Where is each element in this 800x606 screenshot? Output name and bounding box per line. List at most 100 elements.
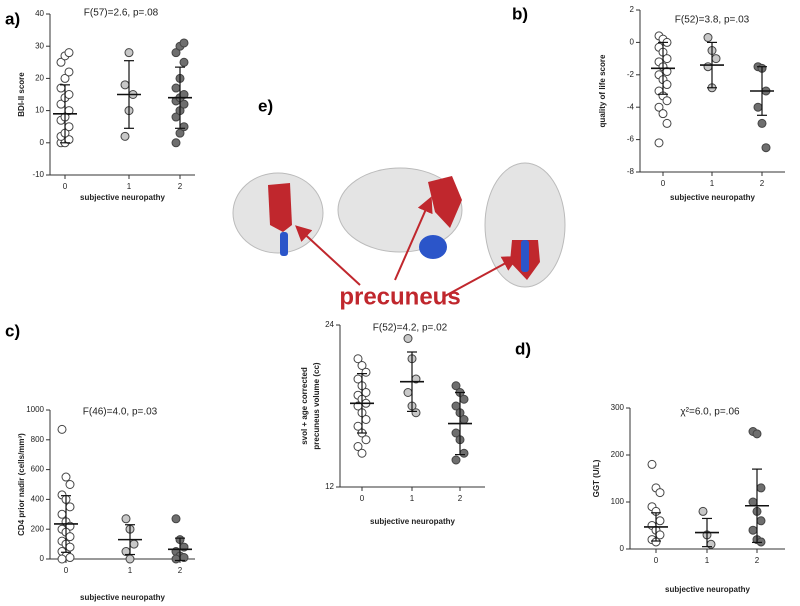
x-tick-label: 1	[705, 556, 710, 565]
x-axis-label: subjective neuropathy	[80, 193, 165, 202]
x-tick-label: 2	[178, 182, 183, 191]
data-point	[757, 118, 767, 128]
data-point	[411, 408, 421, 418]
chart-title: F(52)=3.8, p=.03	[675, 15, 750, 26]
data-point	[357, 361, 367, 370]
x-axis-label: subjective neuropathy	[670, 193, 755, 202]
blue-front	[280, 232, 288, 256]
y-axis-label: BDI-II score	[17, 72, 26, 117]
data-point	[65, 553, 75, 563]
data-point	[459, 448, 469, 458]
data-point	[179, 38, 189, 48]
data-point	[353, 354, 363, 364]
data-point	[65, 542, 75, 552]
data-point	[60, 73, 70, 83]
data-point	[655, 516, 665, 526]
y-axis-label: svol + age corrected	[300, 367, 309, 445]
x-tick-label: 0	[661, 179, 666, 188]
blue-top	[521, 240, 529, 272]
data-point	[175, 128, 185, 138]
data-point	[361, 435, 371, 445]
data-point	[662, 96, 672, 106]
data-point	[56, 57, 66, 67]
data-point	[121, 514, 131, 524]
panel-label: b)	[512, 4, 528, 23]
y-tick-label: 20	[35, 74, 44, 83]
data-point	[125, 554, 135, 564]
y-tick-label: 0	[40, 554, 45, 563]
data-point	[658, 109, 668, 119]
y-tick-label: 2	[630, 5, 635, 14]
y-tick-label: 800	[31, 435, 45, 444]
data-point	[761, 143, 771, 153]
brain-label: precuneus	[339, 283, 460, 310]
panel-label: e)	[258, 96, 273, 115]
data-point	[361, 415, 371, 424]
data-point	[459, 394, 469, 404]
data-point	[57, 554, 67, 564]
y-tick-label: 40	[35, 9, 44, 18]
data-point	[756, 516, 766, 526]
y-axis-label: CD4 prior nadir (cells/mm³)	[17, 433, 26, 536]
data-point	[403, 388, 413, 397]
y-tick-label: 400	[31, 495, 45, 504]
panel-label: a)	[5, 9, 20, 28]
y-tick-label: 600	[31, 465, 45, 474]
data-point	[129, 539, 139, 549]
data-point	[65, 502, 75, 512]
panel-label: d)	[515, 339, 531, 358]
brain-top	[484, 162, 566, 288]
data-point	[459, 415, 469, 424]
data-point	[403, 334, 413, 343]
data-point	[655, 488, 665, 498]
y-tick-label: 12	[325, 482, 334, 491]
data-point	[662, 118, 672, 128]
data-point	[171, 138, 181, 148]
x-tick-label: 2	[458, 494, 463, 503]
y-tick-label: 200	[31, 524, 45, 533]
x-tick-label: 0	[360, 494, 365, 503]
data-point	[752, 429, 762, 439]
data-point	[61, 472, 71, 482]
arrow	[444, 256, 519, 297]
data-point	[65, 480, 75, 489]
y-tick-label: 100	[611, 497, 625, 506]
y-tick-label: 24	[325, 320, 334, 329]
data-point	[361, 367, 371, 377]
x-tick-label: 2	[760, 179, 765, 188]
data-point	[703, 33, 713, 43]
chart-title: F(52)=4.2, p=.02	[373, 323, 448, 334]
data-point	[171, 554, 181, 564]
data-point	[451, 381, 461, 391]
y-tick-label: -4	[627, 102, 635, 111]
chart-title: F(46)=4.0, p=.03	[83, 407, 158, 418]
brain-views: precuneus e)	[232, 96, 566, 310]
y-tick-label: -8	[627, 167, 635, 176]
x-tick-label: 0	[654, 556, 659, 565]
data-point	[654, 102, 664, 112]
precuneus-front	[268, 183, 292, 232]
data-point	[120, 131, 130, 141]
data-point	[64, 122, 74, 132]
data-point	[711, 54, 721, 64]
y-tick-label: -2	[627, 70, 635, 79]
arrow	[295, 225, 361, 286]
y-tick-label: -6	[627, 135, 635, 144]
data-point	[654, 138, 664, 148]
data-point	[120, 80, 130, 90]
data-point	[179, 57, 189, 67]
x-axis-label: subjective neuropathy	[370, 517, 455, 526]
y-axis-label: quality of life score	[598, 54, 607, 127]
data-point	[698, 506, 708, 516]
data-point	[124, 48, 134, 58]
x-tick-label: 1	[128, 566, 133, 575]
y-tick-label: 1000	[26, 405, 44, 414]
data-point	[64, 90, 74, 99]
data-point	[753, 102, 763, 112]
y-tick-label: 0	[630, 38, 635, 47]
y-tick-label: 300	[611, 403, 625, 412]
data-point	[662, 80, 672, 90]
data-point	[171, 48, 181, 58]
data-point	[662, 54, 672, 64]
x-tick-label: 0	[64, 566, 69, 575]
